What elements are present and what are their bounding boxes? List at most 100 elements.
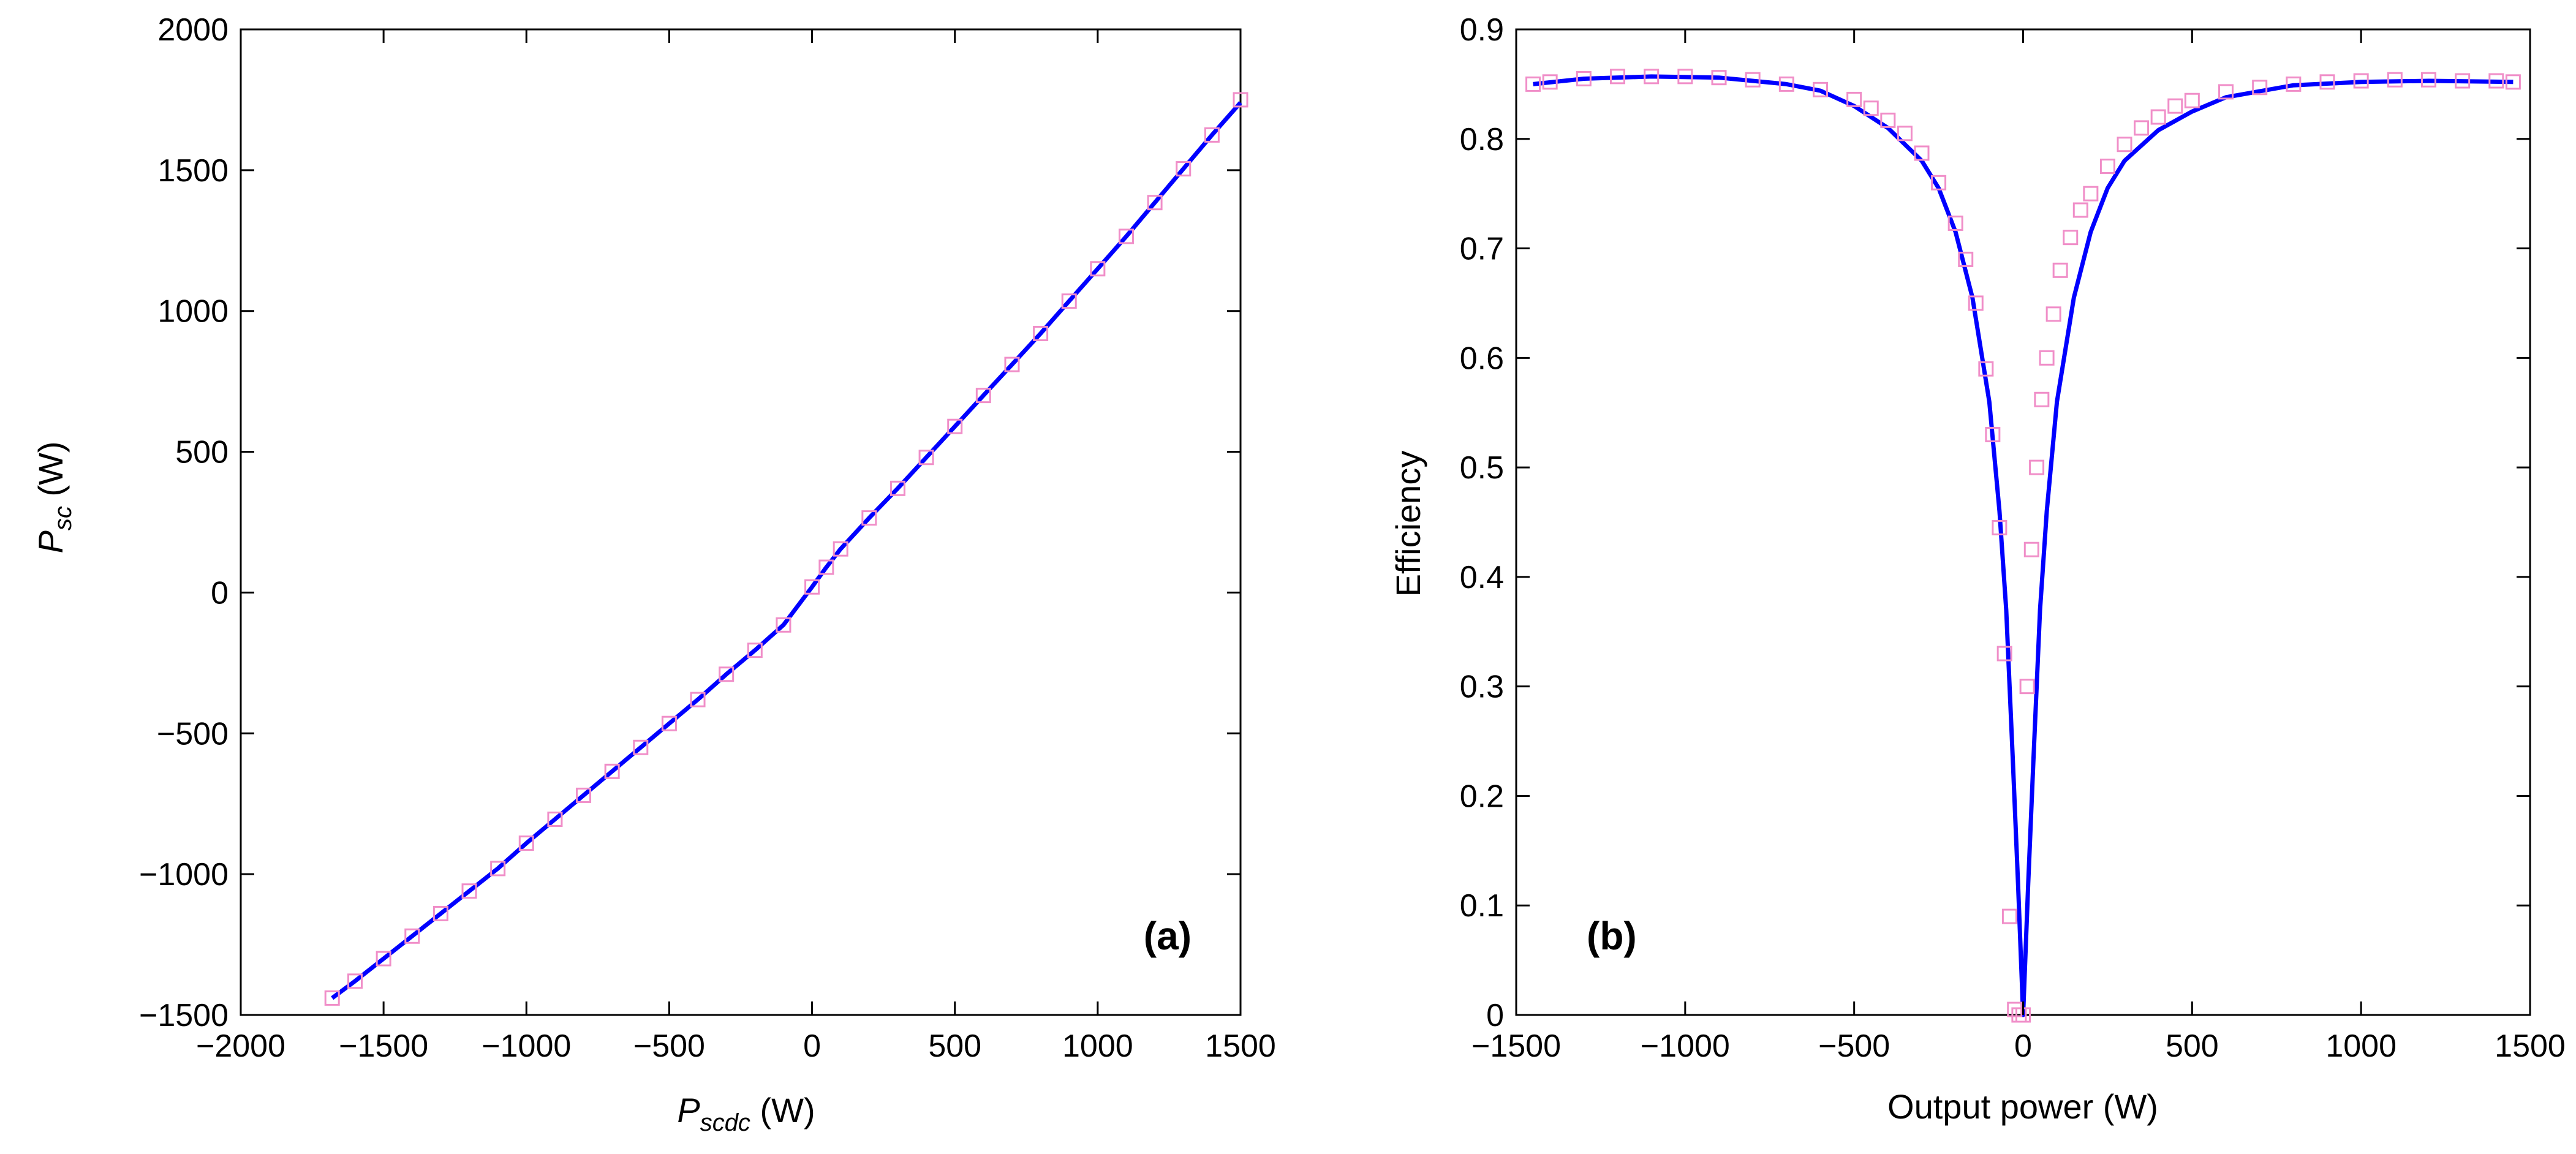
data-point-square [1863,100,1879,116]
x-tick-label: 500 [928,1028,981,1064]
x-tick-label: −1000 [1641,1028,1730,1064]
data-point-square [2387,72,2403,88]
data-point-square [2019,679,2035,695]
x-tick-label: −500 [633,1028,705,1064]
data-point-square [2150,109,2166,125]
data-point-square [1233,92,1248,108]
x-axis-ticks: −1500 −1000 −500 0 500 1000 1500 [1471,29,2566,1064]
data-point-square [347,973,363,989]
data-point-square [1204,127,1220,143]
data-point-square [2218,84,2234,100]
x-tick-label: 1500 [1205,1028,1276,1064]
plot-area-box [1515,28,2531,1016]
y-tick-label: 0.3 [1460,669,1504,705]
data-point-square [1745,72,1761,88]
chart-panel-a: −2000 −1500 −1000 −500 0 500 1000 1500 −1500−10… [31,12,1276,1136]
axes-frame [240,28,1242,1016]
data-point-square [690,692,706,707]
data-point-square [2167,98,2183,114]
data-point-square [1978,361,1994,377]
y-tick-label: −1000 [139,857,229,892]
data-point-square [1846,91,1862,107]
y-axis-label: Efficiency [1389,451,1427,597]
y-axis-ticks: −1500 −1000 −500 0 500 1000 1500 2000 [139,12,1241,1033]
data-point-square [461,883,477,899]
data-point-square [1176,161,1192,177]
y-axis-label-sub: sc [50,506,77,530]
data-point-square [2319,74,2335,90]
axes-frame [1515,28,2531,1016]
data-point-square [1958,251,1974,267]
x-tick-label: 0 [803,1028,821,1064]
data-point-square [1985,426,2001,442]
data-point-square [2007,1001,2023,1017]
data-point-square [490,861,506,877]
data-point-square [404,928,420,944]
data-point-square [2488,73,2504,89]
y-tick-label: 0.8 [1460,122,1504,157]
x-tick-label: 1000 [2325,1028,2397,1064]
data-point-square [1542,74,1558,90]
data-point-square [2034,391,2050,407]
data-point-square [2099,158,2115,174]
x-tick-label: −500 [1818,1028,1890,1064]
y-axis-label-unit: (W) [31,441,70,506]
data-point-square [2252,80,2268,96]
data-point-square [2184,92,2200,108]
data-point-square [661,715,677,731]
data-point-square [2029,459,2045,475]
data-point-square [1931,175,1947,190]
data-point-square [1061,293,1077,309]
series-marker-group [1525,69,2521,1023]
x-tick-label: −2000 [196,1028,285,1064]
data-point-square [2353,73,2369,89]
data-point-square [2286,76,2302,92]
x-tick-label: −1500 [339,1028,428,1064]
y-tick-label: 0.7 [1460,232,1504,267]
data-point-square [776,617,791,633]
series-marker-group [324,92,1248,1006]
data-point-square [1914,145,1930,161]
y-tick-label: −500 [157,716,229,752]
chart-panel-b: −1500 −1000 −500 0 500 1000 1500 0 0.1 0.2 0.3 0.4… [1389,12,2566,1126]
y-tick-label: 500 [175,435,229,470]
y-tick-label: 0 [1486,998,1504,1033]
data-point-square [518,835,534,851]
data-point-square [633,739,649,755]
data-point-square [604,763,620,779]
y-tick-label: 0.2 [1460,779,1504,814]
data-point-square [547,811,563,827]
data-point-square [1996,646,2012,662]
x-tick-label: 0 [2014,1028,2032,1064]
data-point-square [747,643,763,658]
data-point-square [1813,81,1828,97]
y-tick-label: −1500 [139,998,229,1033]
y-axis-ticks: 0 0.1 0.2 0.3 0.4 0.5 0.6 0.7 0.8 0.9 [1460,12,2530,1033]
data-point-square [1778,76,1794,92]
series-line-group [1533,74,2514,1017]
x-tick-label: 500 [2166,1028,2219,1064]
data-point-square [2039,350,2055,366]
series-line [1533,74,2514,1017]
y-tick-label: 0.5 [1460,450,1504,486]
data-point-square [1525,76,1541,92]
data-point-square [975,388,991,404]
x-axis-label: Output power (W) [1887,1087,2158,1126]
data-point-square [2421,72,2436,88]
x-axis-ticks: −2000 −1500 −1000 −500 0 500 1000 1500 [196,29,1276,1064]
data-point-square [2045,306,2061,322]
x-axis-label: Pscdc (W) [677,1091,815,1136]
y-tick-label: 0.1 [1460,888,1504,924]
y-tick-label: 0 [211,575,229,611]
data-point-square [2052,262,2068,278]
x-tick-label: −1500 [1471,1028,1561,1064]
x-tick-label: 1000 [1062,1028,1133,1064]
data-point-square [890,480,905,496]
data-point-square [2083,186,2099,202]
data-point-square [1711,70,1727,86]
data-point-square [818,559,834,575]
data-point-square [2117,137,2132,153]
data-point-square [1644,69,1660,85]
x-axis-label-sub: scdc [700,1109,750,1136]
x-axis-label-unit: (W) [750,1091,815,1129]
